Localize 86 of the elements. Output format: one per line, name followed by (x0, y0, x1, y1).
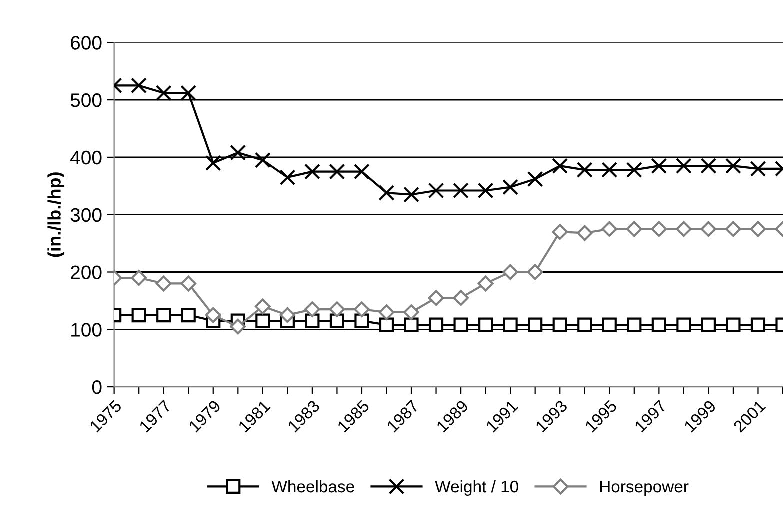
point (626, 221, 642, 238)
point (378, 185, 395, 202)
point (205, 155, 222, 172)
point (404, 186, 420, 203)
point (726, 318, 741, 332)
point (676, 158, 692, 174)
y-tick-label: 200 (71, 266, 102, 280)
point (280, 170, 296, 186)
point (428, 182, 444, 199)
point (700, 221, 717, 238)
point (651, 221, 668, 238)
point (651, 158, 668, 174)
point (354, 302, 370, 318)
legend-label: Horsepower (600, 481, 689, 496)
point (626, 162, 642, 178)
point (552, 224, 568, 240)
point (205, 307, 222, 324)
point (725, 158, 742, 174)
point (304, 164, 320, 180)
point (132, 308, 146, 323)
point (576, 225, 593, 242)
point (156, 276, 172, 292)
point (602, 318, 617, 332)
point (750, 221, 766, 238)
point (156, 308, 172, 323)
point (676, 221, 692, 238)
point (304, 302, 320, 318)
point (181, 308, 196, 323)
y-tick-label: 500 (70, 94, 102, 108)
point (527, 171, 544, 188)
point (576, 162, 593, 178)
y-tick-label: 300 (70, 208, 102, 222)
point (503, 318, 518, 332)
point (156, 85, 172, 102)
point (329, 164, 346, 180)
point (254, 152, 271, 168)
point (527, 264, 544, 280)
point (528, 318, 543, 332)
point (602, 221, 618, 238)
point (700, 158, 717, 174)
point (131, 270, 148, 286)
point (627, 318, 642, 332)
point (701, 318, 716, 332)
y-tick-label: 600 (71, 36, 102, 50)
point (404, 304, 420, 320)
point (652, 318, 666, 332)
point (552, 158, 568, 174)
y-tick-label: 100 (72, 323, 102, 337)
point (602, 162, 618, 178)
point (502, 264, 518, 280)
legend-label: Weight / 10 (435, 480, 518, 496)
point (404, 318, 419, 332)
point (305, 314, 320, 328)
point (180, 85, 197, 102)
point (502, 179, 519, 196)
point (478, 318, 494, 332)
point (280, 307, 296, 324)
point (254, 298, 271, 315)
y-tick-label: 400 (70, 150, 102, 165)
y-axis-title: (in./lb./hp) (48, 172, 65, 258)
point (230, 318, 246, 335)
point (378, 304, 395, 320)
point (478, 276, 494, 292)
point (428, 290, 444, 306)
point (454, 318, 468, 332)
point (453, 182, 470, 199)
point (750, 318, 766, 332)
point (230, 144, 246, 161)
point (379, 318, 394, 332)
point (453, 290, 469, 306)
point (354, 164, 370, 180)
point (131, 78, 148, 94)
y-tick-label: 0 (92, 380, 102, 394)
point (329, 302, 346, 318)
point (256, 314, 270, 328)
point (676, 318, 692, 332)
point (726, 221, 742, 238)
point (354, 314, 370, 328)
point (180, 276, 197, 292)
point (578, 318, 592, 332)
point (330, 314, 345, 328)
point (552, 318, 568, 332)
point (478, 182, 494, 199)
point (750, 160, 766, 177)
point (428, 318, 444, 332)
legend-label: Wheelbase (272, 480, 354, 493)
